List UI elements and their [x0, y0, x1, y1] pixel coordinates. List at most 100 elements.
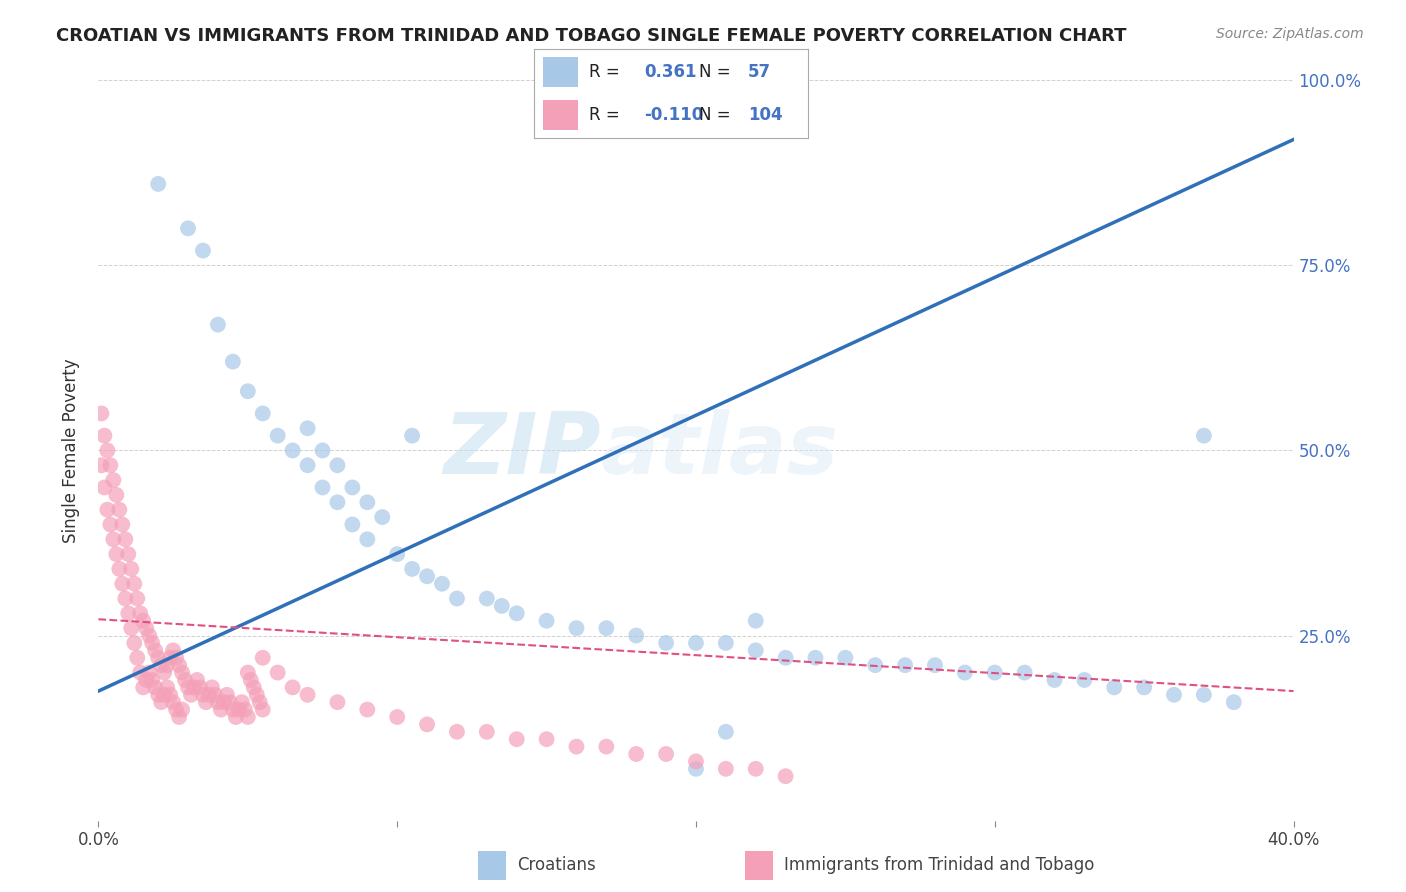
- Point: [1192, 688, 1215, 702]
- Point: [167, 658, 190, 673]
- Point: [209, 703, 232, 717]
- Text: 57: 57: [748, 63, 772, 81]
- Point: [172, 665, 194, 680]
- Point: [430, 576, 453, 591]
- Point: [506, 607, 529, 621]
- Point: [195, 695, 218, 709]
- Point: [148, 688, 170, 702]
- Point: [135, 621, 157, 635]
- Point: [267, 428, 290, 442]
- Point: [326, 458, 349, 473]
- Point: [342, 480, 364, 494]
- Point: [132, 614, 155, 628]
- Point: [148, 650, 170, 665]
- Point: [714, 636, 737, 650]
- Point: [506, 732, 529, 747]
- Point: [626, 747, 648, 761]
- Point: [246, 688, 269, 702]
- Point: [148, 177, 170, 191]
- Point: [342, 517, 364, 532]
- Point: [96, 443, 118, 458]
- Point: [165, 650, 187, 665]
- Point: [236, 710, 259, 724]
- Bar: [543, 100, 578, 130]
- Point: [1133, 681, 1156, 695]
- Point: [385, 710, 409, 724]
- Point: [1223, 695, 1246, 709]
- Point: [124, 636, 146, 650]
- Point: [215, 688, 238, 702]
- Point: [150, 695, 173, 709]
- Point: [655, 636, 678, 650]
- Point: [356, 533, 378, 547]
- Point: [165, 703, 187, 717]
- Point: [475, 591, 498, 606]
- Point: [207, 695, 229, 709]
- Text: CROATIAN VS IMMIGRANTS FROM TRINIDAD AND TOBAGO SINGLE FEMALE POVERTY CORRELATIO: CROATIAN VS IMMIGRANTS FROM TRINIDAD AND…: [56, 27, 1126, 45]
- Point: [150, 658, 173, 673]
- Point: [132, 681, 155, 695]
- Point: [491, 599, 513, 613]
- Point: [98, 517, 122, 532]
- Point: [93, 428, 115, 442]
- Point: [111, 576, 134, 591]
- Text: -0.110: -0.110: [644, 106, 703, 124]
- Point: [141, 636, 163, 650]
- Point: [626, 628, 648, 642]
- Point: [135, 673, 157, 687]
- Point: [143, 681, 166, 695]
- Point: [105, 547, 128, 561]
- Point: [138, 628, 160, 642]
- Point: [446, 724, 468, 739]
- Point: [252, 650, 274, 665]
- Point: [114, 591, 136, 606]
- Point: [1014, 665, 1036, 680]
- Point: [162, 695, 184, 709]
- Point: [267, 665, 290, 680]
- Text: Source: ZipAtlas.com: Source: ZipAtlas.com: [1216, 27, 1364, 41]
- Y-axis label: Single Female Poverty: Single Female Poverty: [62, 359, 80, 542]
- Point: [129, 665, 152, 680]
- Point: [236, 384, 259, 399]
- Point: [714, 762, 737, 776]
- Point: [446, 591, 468, 606]
- Point: [159, 650, 181, 665]
- Point: [108, 502, 131, 516]
- Point: [745, 614, 768, 628]
- Point: [117, 547, 139, 561]
- Point: [177, 681, 200, 695]
- Point: [141, 673, 163, 687]
- Point: [565, 621, 588, 635]
- Point: [225, 710, 247, 724]
- Point: [239, 673, 262, 687]
- Point: [297, 458, 319, 473]
- Text: 104: 104: [748, 106, 783, 124]
- Bar: [543, 57, 578, 87]
- Point: [775, 650, 797, 665]
- Point: [201, 681, 224, 695]
- Point: [212, 695, 235, 709]
- Point: [156, 658, 179, 673]
- Point: [127, 650, 149, 665]
- Point: [281, 681, 304, 695]
- Point: [416, 717, 439, 731]
- Point: [311, 443, 333, 458]
- Point: [236, 665, 259, 680]
- Point: [124, 576, 146, 591]
- Point: [114, 533, 136, 547]
- Point: [475, 724, 498, 739]
- Text: Croatians: Croatians: [517, 856, 596, 874]
- Point: [252, 407, 274, 421]
- Text: 0.361: 0.361: [644, 63, 696, 81]
- Text: N =: N =: [699, 106, 735, 124]
- Point: [222, 354, 245, 368]
- Point: [231, 695, 253, 709]
- Point: [153, 688, 176, 702]
- Point: [111, 517, 134, 532]
- Point: [1192, 428, 1215, 442]
- Point: [222, 703, 245, 717]
- Point: [356, 495, 378, 509]
- Point: [233, 703, 256, 717]
- Text: R =: R =: [589, 106, 626, 124]
- Point: [834, 650, 856, 665]
